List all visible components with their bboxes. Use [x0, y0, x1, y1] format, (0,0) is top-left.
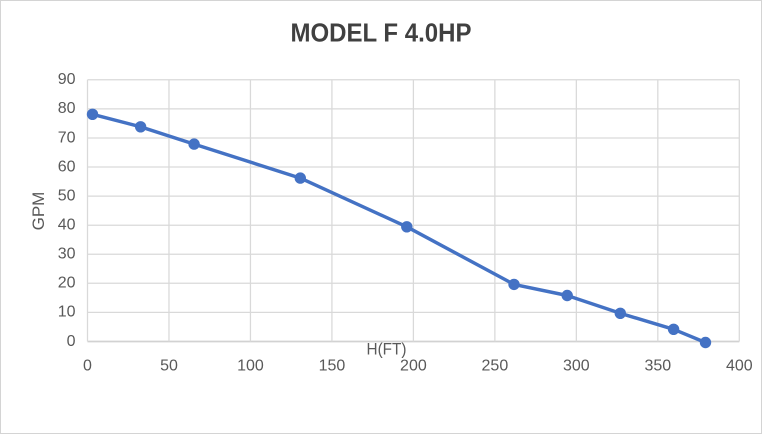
svg-text:GPM: GPM: [29, 192, 48, 231]
svg-text:80: 80: [58, 100, 76, 117]
svg-text:50: 50: [160, 358, 178, 375]
svg-text:20: 20: [58, 275, 76, 292]
svg-text:0: 0: [83, 358, 92, 375]
svg-text:MODEL F 4.0HP: MODEL F 4.0HP: [291, 18, 472, 48]
svg-text:70: 70: [58, 129, 76, 146]
svg-text:90: 90: [58, 71, 76, 88]
svg-text:H(FT): H(FT): [367, 340, 407, 359]
svg-text:200: 200: [400, 358, 427, 375]
svg-text:250: 250: [482, 358, 509, 375]
svg-text:10: 10: [58, 304, 76, 321]
svg-text:100: 100: [237, 358, 264, 375]
svg-text:60: 60: [58, 158, 76, 175]
svg-text:300: 300: [563, 358, 590, 375]
svg-text:350: 350: [644, 358, 671, 375]
svg-text:50: 50: [58, 187, 76, 204]
svg-text:400: 400: [726, 358, 753, 375]
svg-text:0: 0: [67, 333, 76, 350]
svg-text:30: 30: [58, 246, 76, 263]
svg-text:150: 150: [319, 358, 346, 375]
svg-text:40: 40: [58, 217, 76, 234]
